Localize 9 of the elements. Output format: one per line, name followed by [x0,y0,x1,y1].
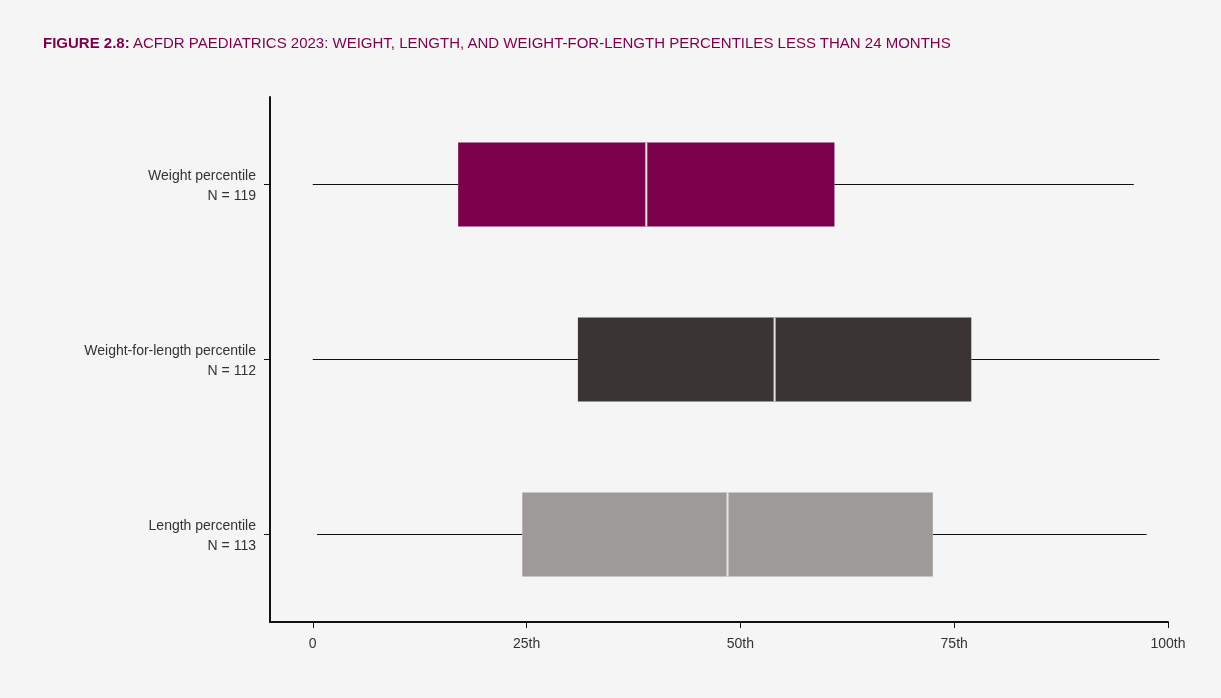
x-tick-label: 50th [726,635,755,651]
x-tick-label: 75th [940,635,968,651]
x-tick-label: 25th [512,635,541,651]
chart-title: FIGURE 2.8: ACFDR PAEDIATRICS 2023: WEIGHT, LENGTH, AND WEIGHT-FOR-LENGTH PERCENTILES LESS THAN 24 MONTHS [43,34,951,51]
y-tick-label: Weight-for-length percentile N = 112 [84,341,257,378]
x-tick-label: 0 [308,635,317,651]
y-tick-label: Length percentile N = 113 [148,516,257,553]
y-tick-label: Weight percentile N = 119 [148,166,257,203]
x-tick-label: 100th [1150,635,1186,651]
